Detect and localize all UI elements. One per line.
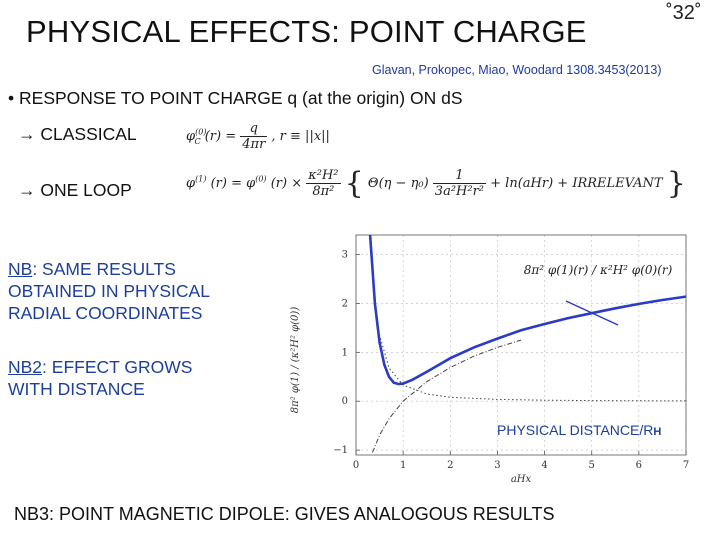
x-tick-label: 0 <box>353 460 359 471</box>
nb3-note: NB3: POINT MAGNETIC DIPOLE: GIVES ANALOG… <box>14 504 554 525</box>
classical-fraction: q 4πr <box>240 121 267 152</box>
citation: Glavan, Prokopec, Miao, Woodard 1308.345… <box>372 63 662 77</box>
x-tick-label: 6 <box>636 460 642 471</box>
plot-annotation: 8π² φ(1)(r) / κ²H² φ(0)(r) <box>524 263 673 277</box>
main-bullet: • RESPONSE TO POINT CHARGE q (at the ori… <box>8 88 463 109</box>
x-tick-label: 2 <box>447 460 453 471</box>
nb2-note: NB2: EFFECT GROWS WITH DISTANCE <box>8 356 192 400</box>
x-axis-label: aHx <box>511 474 532 485</box>
classical-equation: φ(0)C (r) = q 4πr , r ≡ ||x|| <box>186 121 330 152</box>
physical-distance-label: PHYSICAL DISTANCE/RH <box>497 422 661 438</box>
one-loop-label-row: → ONE LOOP <box>18 180 132 201</box>
arrow-icon: → <box>18 124 36 144</box>
arrow-icon: → <box>18 180 36 200</box>
inverse-fraction: 1 3a²H²r² <box>433 168 486 199</box>
slide-title: PHYSICAL EFFECTS: POINT CHARGE <box>26 14 587 50</box>
y-tick-label: 3 <box>342 250 348 261</box>
coupling-fraction: κ²H² 8π² <box>306 168 340 199</box>
nb1-note: NB: SAME RESULTS OBTAINED IN PHYSICAL RA… <box>8 258 210 324</box>
y-tick-label: 0 <box>342 396 348 407</box>
slide-number: ˚32˚ <box>666 2 702 25</box>
classical-label: CLASSICAL <box>40 124 136 144</box>
classical-label-row: → CLASSICAL <box>18 124 137 145</box>
bullet-text: RESPONSE TO POINT CHARGE q (at the origi… <box>19 88 462 108</box>
x-tick-label: 7 <box>683 460 689 471</box>
x-tick-label: 1 <box>400 460 406 471</box>
x-tick-label: 3 <box>494 460 500 471</box>
y-tick-label: 2 <box>342 298 348 309</box>
y-tick-label: −1 <box>333 445 348 456</box>
x-tick-label: 5 <box>589 460 595 471</box>
one-loop-label: ONE LOOP <box>40 180 131 200</box>
y-tick-label: 1 <box>342 347 348 358</box>
x-tick-label: 4 <box>541 460 547 471</box>
one-loop-equation: φ(1) (r) = φ(0) (r) × κ²H² 8π² { Θ(η − η… <box>186 166 686 201</box>
bullet-dot: • <box>8 88 14 108</box>
y-axis-label: 8π² φ(1) / (κ²H² φ(0)) <box>290 307 301 414</box>
response-plot: 0 1 2 3 4 5 6 7 −1 0 1 2 3 8π² φ(1) / (κ²H² φ(0)) aH… <box>276 230 706 490</box>
